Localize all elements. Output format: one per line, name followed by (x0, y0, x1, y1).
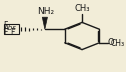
Polygon shape (42, 17, 48, 29)
Bar (4, 24, 19, 34)
Text: F: F (4, 28, 8, 37)
Text: CH₃: CH₃ (74, 4, 90, 13)
Text: Abs: Abs (4, 25, 17, 31)
Text: O: O (108, 38, 114, 47)
Text: F: F (10, 28, 14, 37)
Text: CH₃: CH₃ (111, 39, 125, 48)
Text: NH₂: NH₂ (37, 7, 55, 16)
Text: F: F (4, 21, 8, 30)
